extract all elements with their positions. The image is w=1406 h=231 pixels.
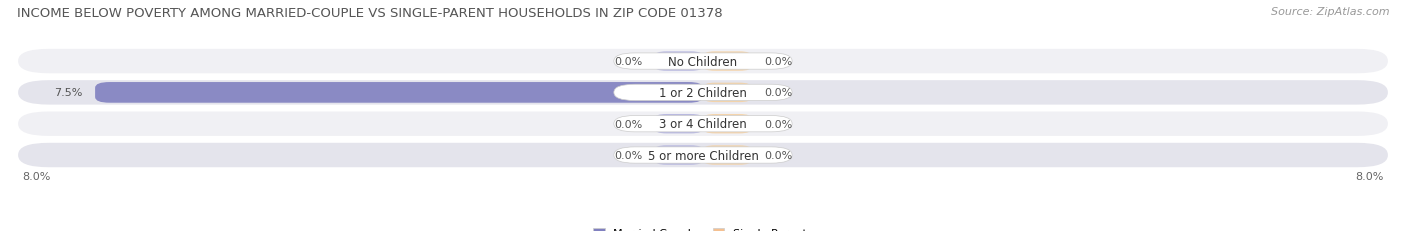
Legend: Married Couples, Single Parents: Married Couples, Single Parents bbox=[589, 224, 817, 231]
FancyBboxPatch shape bbox=[703, 83, 752, 103]
Text: 0.0%: 0.0% bbox=[763, 150, 792, 160]
FancyBboxPatch shape bbox=[654, 146, 703, 165]
FancyBboxPatch shape bbox=[18, 50, 1388, 74]
Text: 0.0%: 0.0% bbox=[614, 119, 643, 129]
Text: INCOME BELOW POVERTY AMONG MARRIED-COUPLE VS SINGLE-PARENT HOUSEHOLDS IN ZIP COD: INCOME BELOW POVERTY AMONG MARRIED-COUPL… bbox=[17, 7, 723, 20]
Text: 3 or 4 Children: 3 or 4 Children bbox=[659, 118, 747, 131]
Text: 1 or 2 Children: 1 or 2 Children bbox=[659, 86, 747, 100]
FancyBboxPatch shape bbox=[614, 85, 792, 101]
Text: No Children: No Children bbox=[668, 55, 738, 68]
Text: 8.0%: 8.0% bbox=[1355, 171, 1384, 181]
FancyBboxPatch shape bbox=[18, 81, 1388, 105]
Text: 5 or more Children: 5 or more Children bbox=[648, 149, 758, 162]
FancyBboxPatch shape bbox=[614, 147, 792, 164]
Text: 0.0%: 0.0% bbox=[763, 88, 792, 98]
Text: Source: ZipAtlas.com: Source: ZipAtlas.com bbox=[1271, 7, 1389, 17]
Text: 7.5%: 7.5% bbox=[55, 88, 83, 98]
Text: 0.0%: 0.0% bbox=[614, 150, 643, 160]
Text: 0.0%: 0.0% bbox=[763, 119, 792, 129]
FancyBboxPatch shape bbox=[614, 116, 792, 132]
FancyBboxPatch shape bbox=[614, 54, 792, 70]
Text: 8.0%: 8.0% bbox=[22, 171, 51, 181]
FancyBboxPatch shape bbox=[96, 83, 703, 103]
FancyBboxPatch shape bbox=[703, 52, 752, 71]
FancyBboxPatch shape bbox=[18, 112, 1388, 136]
FancyBboxPatch shape bbox=[703, 115, 752, 134]
Text: 0.0%: 0.0% bbox=[763, 57, 792, 67]
FancyBboxPatch shape bbox=[703, 146, 752, 165]
FancyBboxPatch shape bbox=[654, 52, 703, 71]
FancyBboxPatch shape bbox=[654, 115, 703, 134]
FancyBboxPatch shape bbox=[18, 143, 1388, 167]
Text: 0.0%: 0.0% bbox=[614, 57, 643, 67]
